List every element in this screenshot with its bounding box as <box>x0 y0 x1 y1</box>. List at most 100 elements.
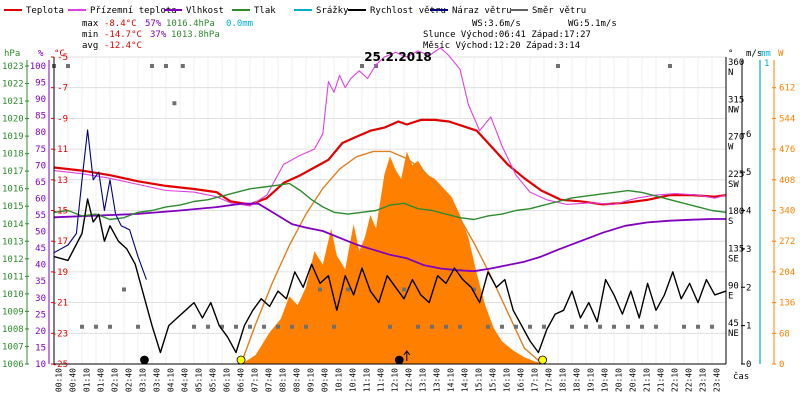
direction-tick-degree: 225 <box>728 170 744 180</box>
x-tick-label: 17:40 <box>545 368 554 392</box>
wind-direction-point <box>122 287 126 292</box>
pressure-tick-label: 1013 <box>2 237 24 247</box>
stat-avg-temp: -12.4°C <box>104 41 142 51</box>
humidity-tick-label: 75 <box>35 145 46 155</box>
humidity-tick-label: 100 <box>30 62 46 72</box>
x-tick-label: 16:40 <box>517 368 526 392</box>
x-tick-label: 01:10 <box>83 368 92 392</box>
wind-direction-point <box>262 324 266 329</box>
wind-direction-point <box>556 64 560 68</box>
wind-direction-point <box>136 324 140 329</box>
x-tick-label: 22:40 <box>685 368 694 392</box>
wind-tick-label: 3 <box>746 245 751 255</box>
legend-label: Směr větru <box>532 6 586 16</box>
x-tick-label: 00:10 <box>55 368 64 392</box>
x-tick-label: 14:10 <box>447 368 456 392</box>
direction-axis-unit: ° <box>728 49 733 59</box>
wind-direction-point <box>388 324 392 329</box>
wind-tick-label: 0 <box>746 360 751 370</box>
solar-tick-label: 68 <box>779 329 790 339</box>
solar-tick-label: 340 <box>779 207 795 217</box>
legend-label: Tlak <box>254 6 276 16</box>
x-axis-label: čas <box>733 371 749 382</box>
wind-direction-point <box>444 324 448 329</box>
pressure-tick-label: 1016 <box>2 185 24 195</box>
wind-tick-label: 5 <box>746 168 751 178</box>
humidity-tick-label: 80 <box>35 128 46 138</box>
humidity-tick-label: 35 <box>35 277 46 287</box>
solar-axis-unit: W <box>778 49 784 59</box>
stat-min-temp: -14.7°C <box>104 30 142 40</box>
temperature-tick-label: -11 <box>52 145 68 155</box>
x-tick-label: 23:10 <box>699 368 708 392</box>
x-tick-label: 20:40 <box>629 368 638 392</box>
rain-tick-label: 1 <box>764 59 769 69</box>
wind-direction-point <box>570 324 574 329</box>
stat-max-label: max <box>82 19 99 29</box>
wind-direction-point <box>374 64 378 68</box>
temperature-tick-label: -19 <box>52 268 68 278</box>
wind-direction-point <box>290 324 294 329</box>
pressure-tick-label: 1017 <box>2 167 24 177</box>
series-line <box>53 182 727 221</box>
plot-area <box>52 47 727 365</box>
wind-direction-point <box>542 324 546 329</box>
wind-direction-point <box>248 324 252 329</box>
humidity-tick-label: 65 <box>35 178 46 188</box>
solar-tick-label: 136 <box>779 299 795 309</box>
temperature-axis-unit: °C <box>54 49 65 59</box>
x-tick-label: 18:40 <box>573 368 582 392</box>
solar-tick-label: 272 <box>779 237 795 247</box>
wind-direction-point <box>584 324 588 329</box>
stat-max-press: 1016.4hPa <box>166 19 215 29</box>
chart-title: 25.2.2018 <box>364 50 432 64</box>
pressure-tick-label: 1008 <box>2 325 24 335</box>
wind-direction-point <box>360 64 364 68</box>
humidity-tick-label: 70 <box>35 161 46 171</box>
wind-direction-point <box>654 324 658 329</box>
x-tick-label: 05:10 <box>195 368 204 392</box>
x-tick-label: 08:40 <box>293 368 302 392</box>
wind-direction-point <box>164 64 168 68</box>
solar-tick-label: 408 <box>779 176 795 186</box>
x-tick-label: 01:40 <box>97 368 106 392</box>
wind-direction-point <box>318 287 322 292</box>
wind-tick-label: 1 <box>746 322 751 332</box>
direction-tick-name: SE <box>728 254 739 264</box>
x-tick-label: 21:40 <box>657 368 666 392</box>
x-tick-label: 18:10 <box>559 368 568 392</box>
series-line <box>53 202 726 273</box>
wind-direction-point <box>402 287 406 292</box>
wind-direction-point <box>180 64 185 68</box>
pressure-tick-label: 1012 <box>2 255 24 265</box>
direction-tick-degree: 135 <box>728 244 744 254</box>
pressure-tick-label: 1014 <box>2 220 24 230</box>
direction-tick-degree: 270 <box>728 133 744 143</box>
wind-direction-point <box>458 324 462 329</box>
x-tick-label: 09:40 <box>321 368 330 392</box>
wind-direction-point <box>528 324 532 329</box>
wind-direction-point <box>430 324 434 329</box>
x-tick-label: 03:40 <box>153 368 162 392</box>
humidity-tick-label: 10 <box>35 360 46 370</box>
pressure-tick-label: 1011 <box>2 272 24 282</box>
x-tick-label: 11:10 <box>363 368 372 392</box>
stat-ws: WS:3.6m/s <box>472 19 521 29</box>
wind-direction-point <box>276 324 280 329</box>
sunset-marker <box>538 355 547 365</box>
wind-direction-point <box>108 324 112 329</box>
humidity-tick-label: 30 <box>35 294 46 304</box>
direction-tick-degree: 360 <box>728 58 744 68</box>
x-tick-label: 07:10 <box>251 368 260 392</box>
wind-direction-point <box>206 324 210 329</box>
wind-axis-unit: m/s <box>746 49 762 59</box>
wind-direction-point <box>626 324 630 329</box>
stat-min-press: 1013.8hPa <box>171 30 220 40</box>
pressure-tick-label: 1022 <box>2 80 24 90</box>
humidity-tick-label: 60 <box>35 194 46 204</box>
x-tick-label: 15:40 <box>489 368 498 392</box>
x-tick-label: 13:10 <box>419 368 428 392</box>
stat-max-temp: -8.4°C <box>104 19 137 29</box>
wind-direction-point <box>66 64 70 68</box>
x-tick-label: 04:10 <box>167 368 176 392</box>
